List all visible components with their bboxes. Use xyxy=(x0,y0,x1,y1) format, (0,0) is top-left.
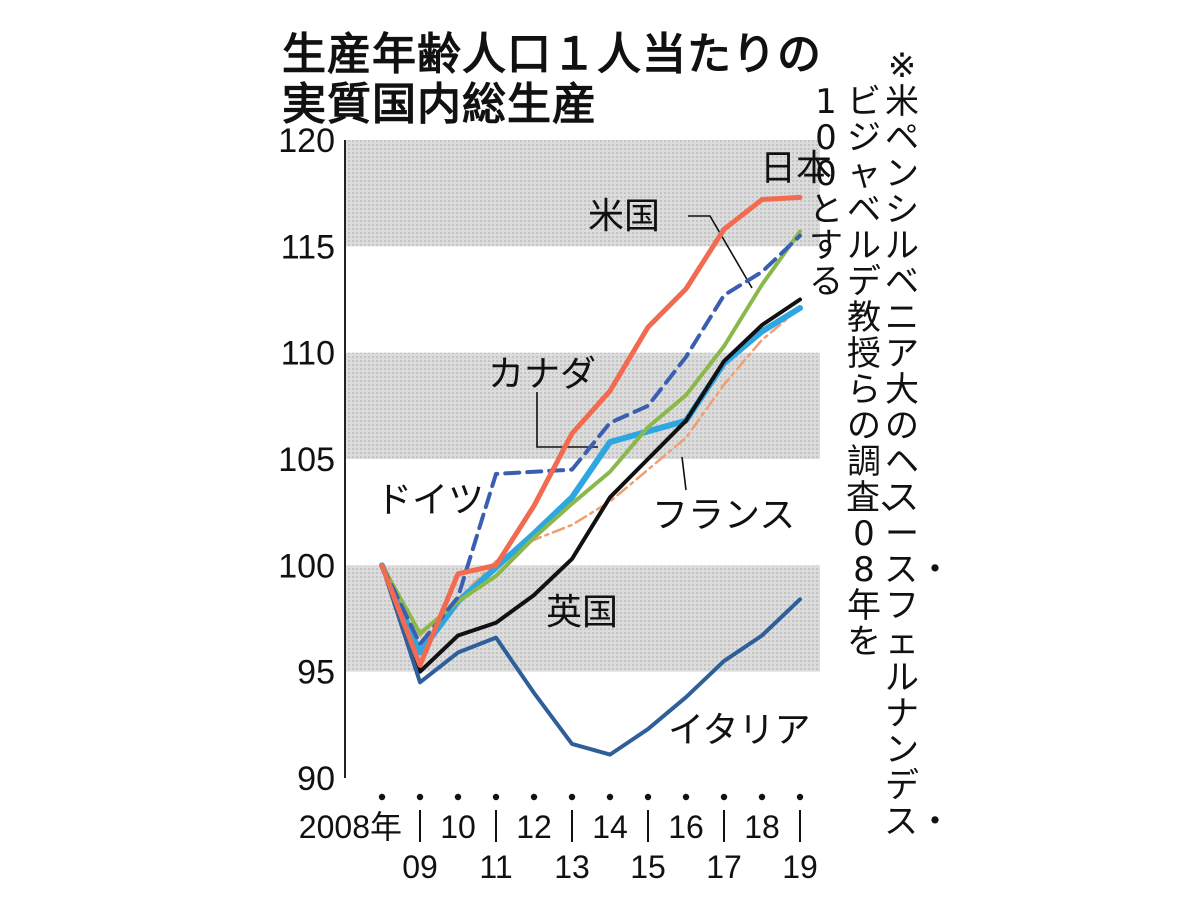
x-tick-label: 18 xyxy=(744,809,780,845)
x-tick-label: 13 xyxy=(554,849,590,885)
x-tick-label: 09 xyxy=(402,849,438,885)
leader-line xyxy=(536,392,598,448)
x-tick-dot xyxy=(682,793,690,801)
series-line xyxy=(380,297,802,674)
x-tick-dot xyxy=(492,793,500,801)
x-tick-dot xyxy=(644,793,652,801)
series-label: 英国 xyxy=(546,592,618,633)
x-tick-dot xyxy=(416,793,424,801)
x-tick-label: 10 xyxy=(440,809,476,845)
grid-band xyxy=(345,140,820,247)
x-tick-label: 12 xyxy=(516,809,552,845)
y-tick-label: 95 xyxy=(297,654,335,692)
series-label: ドイツ xyxy=(376,480,484,521)
x-tick-label: 11 xyxy=(479,849,512,885)
y-tick-label: 105 xyxy=(278,441,335,479)
series-line xyxy=(380,306,802,637)
series-line xyxy=(380,563,802,757)
y-tick-labels: 120 115 110 105 100 95 90 xyxy=(278,122,335,798)
chart-title-line-2: 実質国内総生産 xyxy=(282,79,597,130)
x-tick-dot xyxy=(454,793,462,801)
x-tick-label: 17 xyxy=(706,849,742,885)
x-tick-label: 2008年 xyxy=(299,809,402,845)
y-tick-label: 110 xyxy=(281,335,335,373)
y-tick-label: 115 xyxy=(281,228,335,266)
series-label: 米国 xyxy=(588,196,660,237)
grid-bands xyxy=(345,140,820,672)
series-label: フランス xyxy=(652,495,795,536)
x-tick-dot xyxy=(530,793,538,801)
series-label: イタリア xyxy=(668,710,811,751)
leader-line xyxy=(688,215,753,289)
leader-line xyxy=(681,456,687,491)
x-tick-dot xyxy=(720,793,728,801)
x-tick-dot xyxy=(758,793,766,801)
x-tick-dot xyxy=(606,793,614,801)
x-tick-dot xyxy=(568,793,576,801)
source-note-line-3: 100とする xyxy=(809,82,843,302)
source-note-line-2: ビジャベルデ教授らの調査、08年を xyxy=(846,82,914,662)
y-tick-label: 90 xyxy=(297,760,335,798)
series-line xyxy=(379,194,803,668)
x-tick-label: 14 xyxy=(592,809,628,845)
grid-band xyxy=(345,352,820,459)
series-line xyxy=(380,233,802,647)
series-lines xyxy=(379,194,803,757)
y-tick-label: 100 xyxy=(278,547,335,585)
legend-leader-lines xyxy=(536,215,753,491)
x-tick-labels: 2008年 10 12 14 16 18 09 11 13 15 17 19 xyxy=(299,793,818,885)
series-label: 日本 xyxy=(760,148,832,189)
x-tick-dot xyxy=(796,793,804,801)
y-tick-label: 120 xyxy=(278,122,335,160)
source-note-line-1: ※米ペンシルベニア大のヘスース・フェルナンデス・ xyxy=(884,46,952,842)
x-tick-label: 16 xyxy=(668,809,704,845)
series-label: カナダ xyxy=(488,354,596,395)
chart-title-line-1: 生産年齢人口１人当たりの xyxy=(282,29,822,80)
x-tick-label: 15 xyxy=(630,849,666,885)
x-tick-dot xyxy=(378,793,386,801)
x-tick-label: 19 xyxy=(782,849,818,885)
series-line xyxy=(379,305,803,656)
